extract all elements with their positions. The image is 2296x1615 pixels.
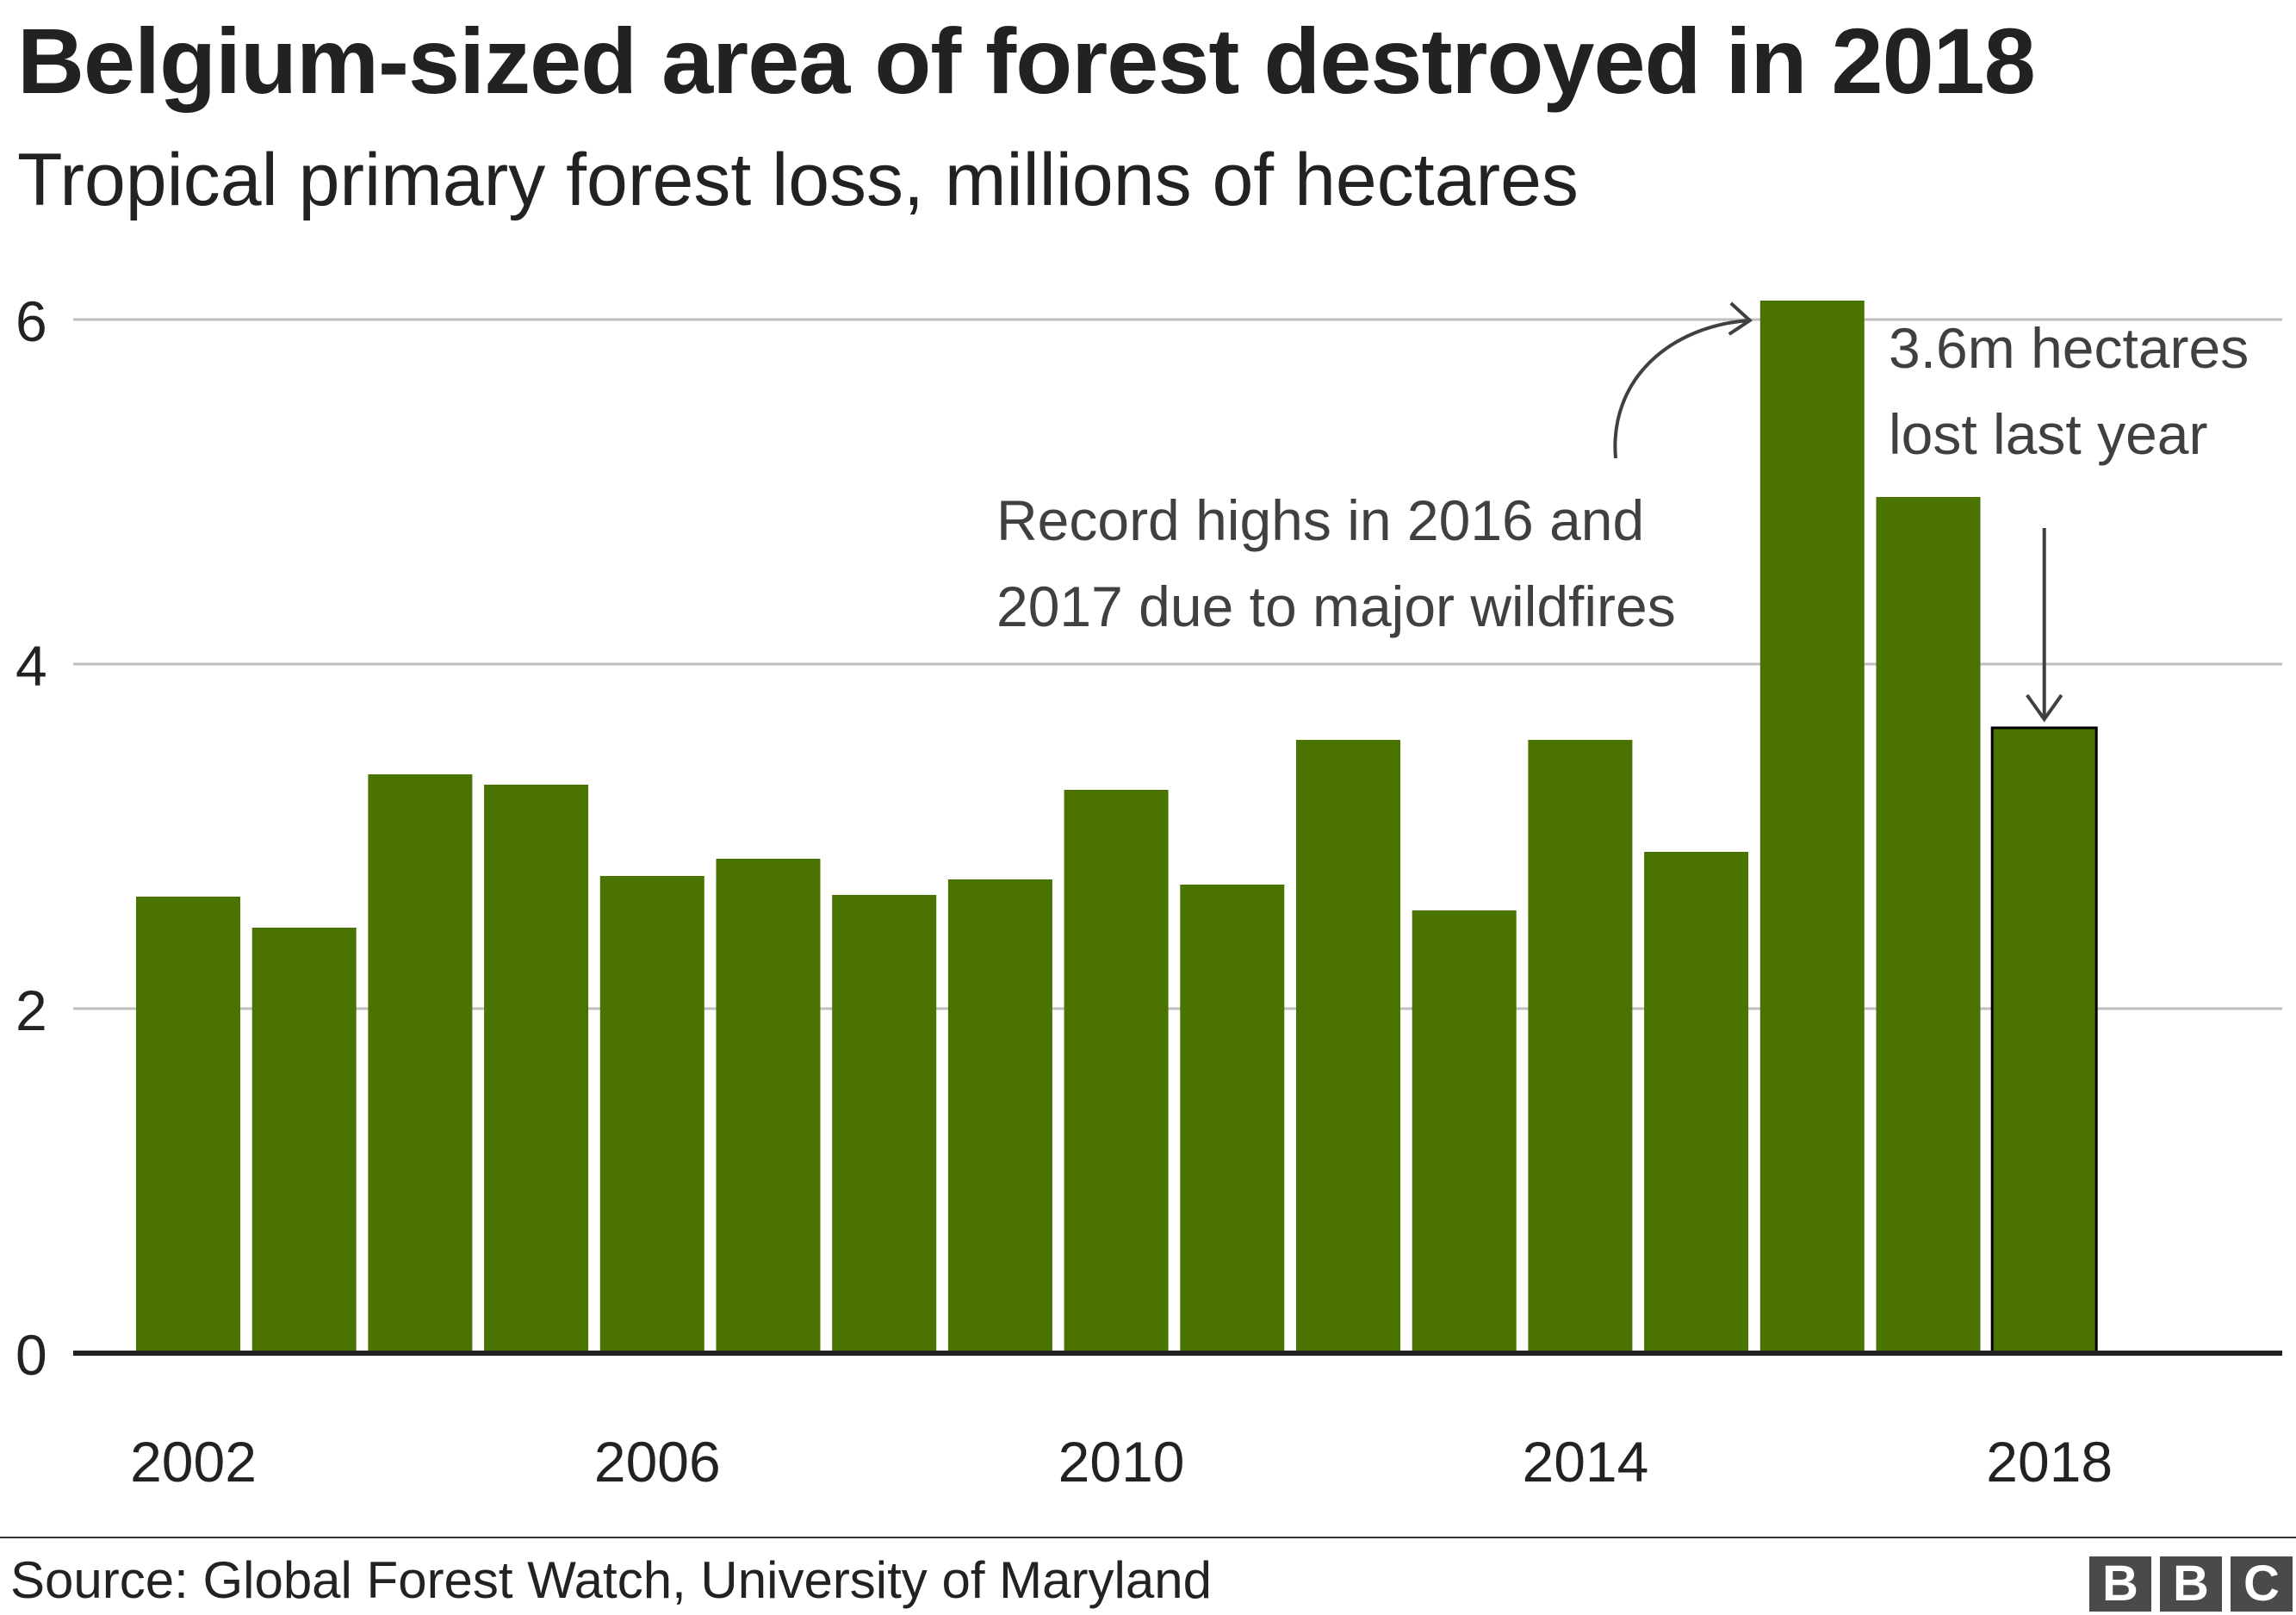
bar-2010 [1064,790,1169,1353]
x-tick-label-2014: 2014 [1522,1430,1648,1494]
bar-2012 [1296,740,1400,1353]
bar-2007 [716,859,821,1353]
bar-2009 [947,879,1052,1353]
bar-2004 [368,774,473,1353]
x-tick-label-2010: 2010 [1058,1430,1185,1494]
bbc-logo: B B C [2089,1556,2293,1612]
x-tick-label-2006: 2006 [594,1430,721,1494]
y-tick-label-0: 0 [16,1323,47,1387]
x-tick-label-2018: 2018 [1986,1430,2113,1494]
annotation-wildfires-line-2: 2017 due to major wildfires [996,575,1676,638]
x-tick-label-2002: 2002 [130,1430,257,1494]
source-note: Source: Global Forest Watch, University … [10,1551,1212,1609]
annotation-arrow-curved-head [1728,301,1753,336]
y-tick-label-6: 6 [16,289,47,353]
bbc-logo-letter-3: C [2231,1556,2293,1612]
annotation-wildfires-line-1: Record highs in 2016 and [996,488,1644,552]
annotation-arrow-down-head [2026,693,2063,723]
bar-2015 [1644,852,1749,1353]
x-axis-ticks: 2002 2006 2010 2014 2018 [130,1430,2113,1494]
bar-2017 [1876,497,1981,1353]
bar-2005 [484,785,589,1353]
y-tick-label-4: 4 [16,634,47,698]
bar-chart: 0 2 4 6 2002 2006 2010 2014 2018 Record highs i… [16,289,2282,1494]
annotation-arrow-curved [1613,319,1750,459]
bar-2003 [251,928,357,1353]
bar-2006 [599,876,704,1353]
bar-2011 [1180,885,1285,1353]
annotation-2018-line-1: 3.6m hectares [1889,316,2249,380]
bar-2014 [1528,740,1633,1353]
bar-2018 [1990,726,2098,1355]
bar-2008 [832,895,937,1353]
footer-divider [0,1537,2296,1538]
bars [136,301,2098,1355]
bar-2002 [136,897,240,1353]
bbc-logo-letter-2: B [2160,1556,2222,1612]
bbc-logo-letter-1: B [2089,1556,2151,1612]
bar-2013 [1412,910,1517,1353]
y-axis-ticks: 0 2 4 6 [16,289,47,1387]
bar-2016 [1759,301,1865,1353]
chart-title: Belgium-sized area of forest destroyed i… [17,9,2036,113]
y-tick-label-2: 2 [16,978,47,1042]
annotation-2018-line-2: lost last year [1889,402,2207,466]
annotations: Record highs in 2016 and 2017 due to majo… [996,301,2249,723]
chart-subtitle: Tropical primary forest loss, millions o… [17,139,1579,221]
